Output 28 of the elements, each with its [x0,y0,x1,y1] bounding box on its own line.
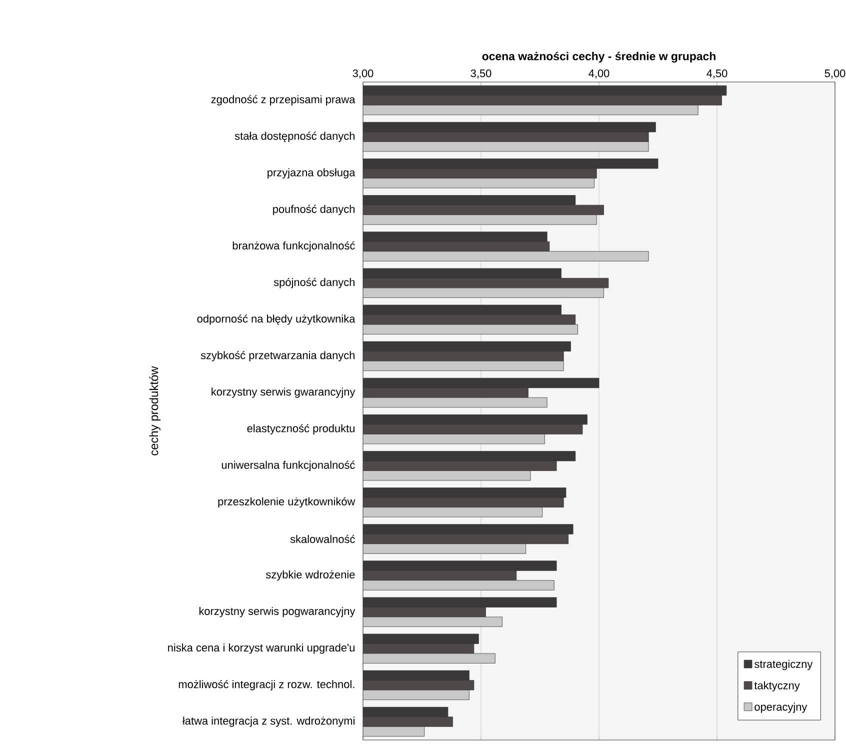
x-tick-label: 3,00 [352,69,374,78]
y-tick-label: skalowalność [290,534,355,544]
y-tick-label: korzystny serwis pogwarancyjny [199,606,356,618]
x-tick-label: 5,00 [824,69,846,78]
legend-label: strategiczny [754,660,813,670]
x-tick-label: 4,00 [588,69,610,78]
y-tick-label: poufność danych [273,204,354,216]
legend-label: taktyczny [754,681,800,692]
x-tick-label: 3,50 [470,69,492,78]
y-tick-label: szybkość przetwarzania danych [200,351,354,362]
y-axis-title: cechy produktów [149,366,161,456]
y-tick-label: przeszkolenie użytkowników [218,497,356,508]
y-tick-label: szybkie wdrożenie [266,570,355,581]
legend-label: operacyjny [754,702,808,713]
y-tick-label: branżowa funkcjonalność [232,241,355,252]
y-tick-label: przyjazna obsługa [268,168,356,178]
x-axis-title: ocena ważności cechy - średnie w grupach [482,52,716,63]
y-tick-label: elastyczność produktu [247,424,354,434]
y-tick-label: uniwersalna funkcjonalność [222,460,355,472]
y-tick-label: spójność danych [274,278,354,288]
y-tick-label: zgodność z przepisami prawa [211,95,356,106]
y-tick-label: korzystny serwis gwarancyjny [212,388,356,398]
y-tick-label: łatwa integracja z syst. wdrożonymi [182,716,354,727]
y-tick-label: stała dostępność danych [234,132,354,142]
y-tick-label: możliwość integracji z rozw. technol. [178,680,354,690]
y-tick-label: odporność na błędy użytkownika [197,314,356,325]
x-tick-label: 4,50 [706,69,728,78]
y-tick-label: niska cena i korzyst warunki upgrade'u [168,644,354,654]
